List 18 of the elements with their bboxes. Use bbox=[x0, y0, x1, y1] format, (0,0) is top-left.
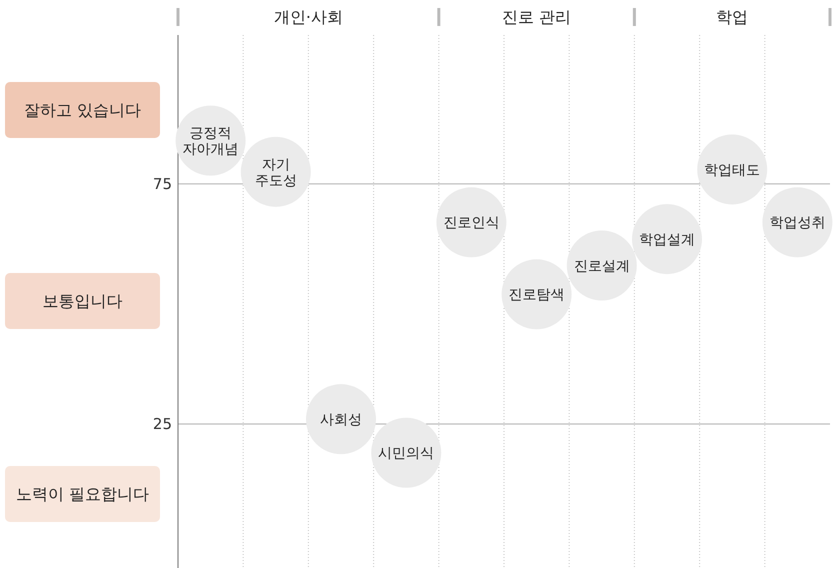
x-tick-label: 사회성 bbox=[320, 412, 362, 428]
x-tick-label: 진로인식 bbox=[443, 215, 500, 232]
text: 학업 bbox=[716, 8, 748, 27]
x-tick-label: 학업태도 bbox=[704, 162, 760, 178]
text: 개인·사회 bbox=[274, 8, 343, 27]
x-tick-label: 학업성취 bbox=[769, 215, 826, 232]
x-tick-label: 긍정적 자아개념 bbox=[182, 126, 239, 158]
x-tick-label: 시민의식 bbox=[378, 446, 434, 462]
text: 보통입니다 bbox=[42, 292, 122, 311]
text: 노력이 필요합니다 bbox=[16, 484, 150, 504]
y-tick-label: 75 bbox=[152, 175, 172, 194]
text: 잘하고 있습니다 bbox=[24, 100, 142, 120]
x-tick-label: 진로설계 bbox=[574, 258, 630, 274]
x-tick-label: 자기 주도성 bbox=[254, 156, 297, 189]
text: 진로 관리 bbox=[502, 8, 572, 27]
y-tick-label: 25 bbox=[152, 415, 172, 434]
x-tick-label: 학업설계 bbox=[639, 232, 695, 248]
x-tick-label: 진로탐색 bbox=[508, 287, 565, 304]
